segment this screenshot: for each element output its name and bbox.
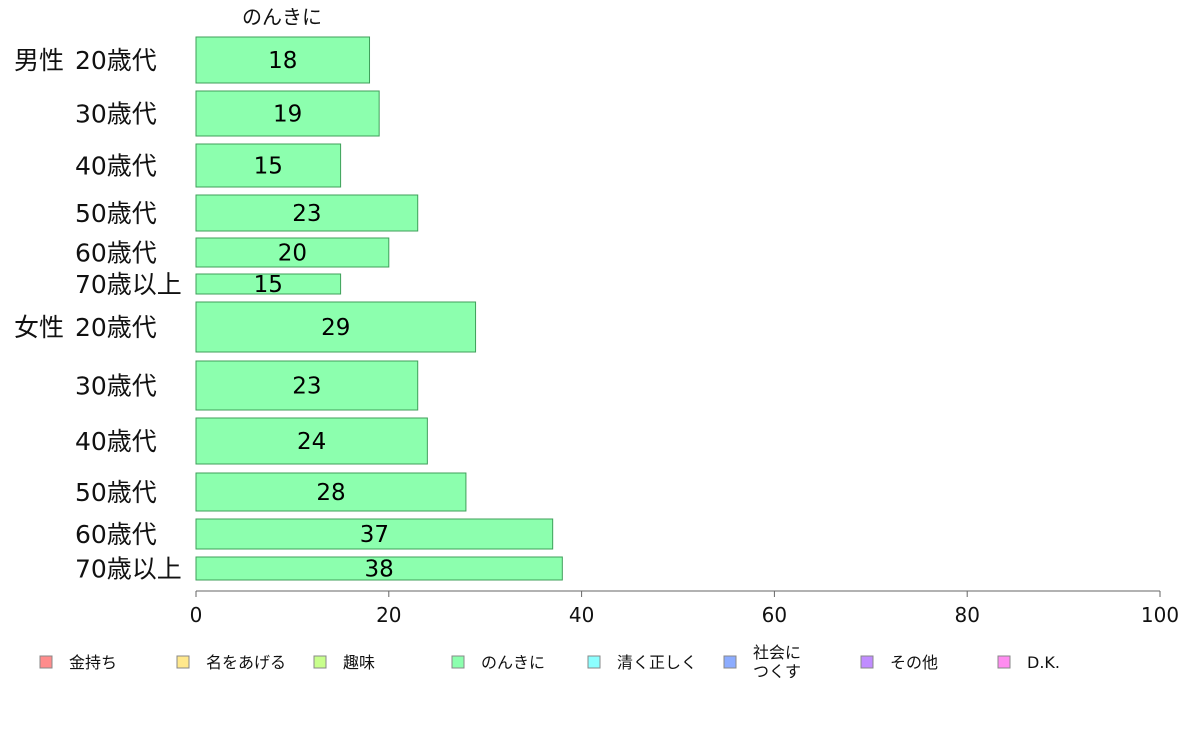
series-title: のんきに [242,5,322,29]
bar [195,301,477,353]
legend-swatch [587,655,601,669]
x-tick-label: 40 [569,603,594,627]
x-tick-label: 0 [190,603,203,627]
legend-swatch [176,655,190,669]
bar-value-label: 38 [365,557,394,583]
bar [195,143,342,188]
legend-label: その他 [890,653,938,672]
category-label: 20歳代 [75,313,157,342]
legend-swatch [997,655,1011,669]
bar [195,273,342,295]
legend: 金持ち 名をあげる 趣味 のんきに 清く正しく 社会につくす その他 D.K. [39,643,1060,681]
legend-label: 金持ち [69,653,117,672]
legend-swatch [860,655,874,669]
bar [195,472,467,512]
bar [195,36,371,84]
category-label: 40歳代 [75,427,157,456]
bar [195,194,419,232]
bar-value-label: 29 [321,315,350,341]
bar-value-label: 23 [292,201,321,227]
legend-swatch [451,655,465,669]
bar-value-label: 24 [297,429,326,455]
bars: 1820歳代男性1930歳代1540歳代2350歳代2060歳代1570歳以上2… [14,36,563,584]
legend-label: 趣味 [343,653,375,672]
group-label: 女性 [14,313,64,342]
bar-value-label: 23 [292,374,321,400]
category-label: 70歳以上 [75,555,182,584]
bar-value-label: 19 [273,102,302,128]
category-label: 70歳以上 [75,270,182,299]
legend-label: 社会につくす [753,643,801,681]
bar [195,237,390,268]
legend-label: のんきに [481,653,545,672]
bar-value-label: 18 [268,48,297,74]
bar-value-label: 37 [360,522,389,548]
x-tick-label: 60 [762,603,787,627]
group-label: 男性 [14,46,64,75]
category-label: 50歳代 [75,199,157,228]
bar-value-label: 20 [278,241,307,267]
category-label: 50歳代 [75,478,157,507]
x-tick-label: 100 [1141,603,1179,627]
x-tick-label: 20 [376,603,401,627]
bar [195,360,419,411]
category-label: 30歳代 [75,372,157,401]
bar-value-label: 28 [316,480,345,506]
bar-value-label: 15 [254,272,283,298]
legend-swatch [723,655,737,669]
bar [195,417,428,465]
legend-label: D.K. [1027,653,1060,672]
x-axis: 0 20 40 60 80 100 [190,590,1179,627]
legend-swatch [313,655,327,669]
bar [195,556,563,581]
legend-label: 名をあげる [206,653,286,672]
x-tick-label: 80 [954,603,979,627]
bar [195,90,380,137]
category-label: 60歳代 [75,239,157,268]
category-label: 40歳代 [75,152,157,181]
bar-value-label: 15 [254,154,283,180]
legend-label: 清く正しく [617,653,697,672]
category-label: 30歳代 [75,100,157,129]
category-label: 20歳代 [75,46,157,75]
bar [195,518,554,550]
legend-swatch [39,655,53,669]
category-label: 60歳代 [75,520,157,549]
